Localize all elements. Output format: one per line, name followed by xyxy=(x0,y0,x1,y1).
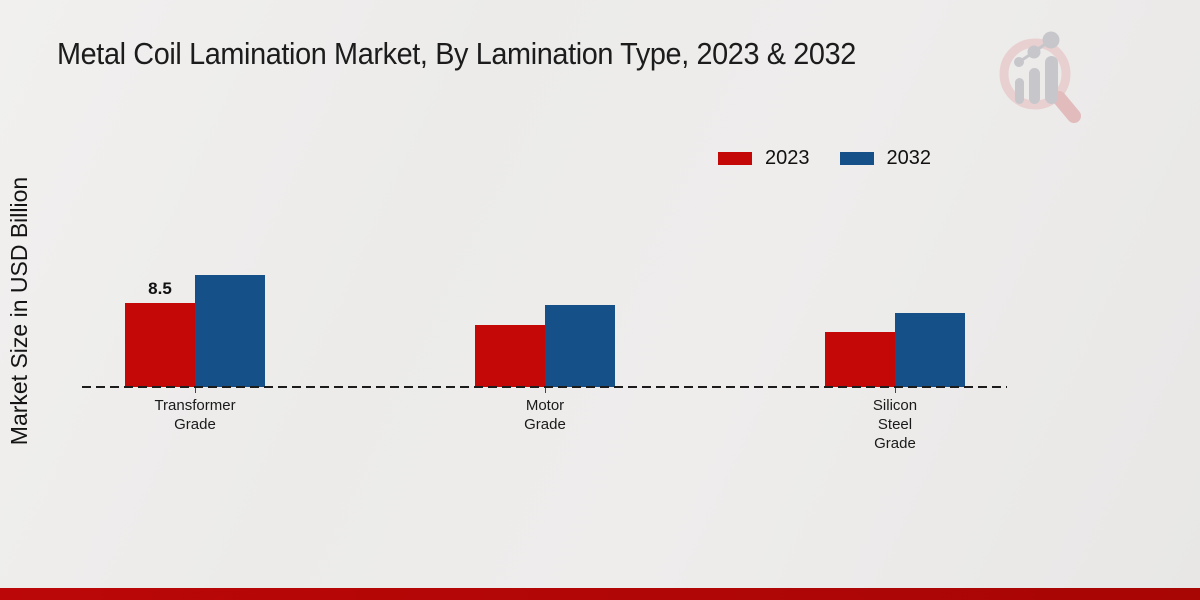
category-label: Transformer Grade xyxy=(154,397,236,433)
bar-2032-group2 xyxy=(895,313,965,387)
category-label: Motor Grade xyxy=(524,397,566,433)
logo-dot-small xyxy=(1014,57,1024,67)
logo-bar-medium xyxy=(1029,68,1040,104)
x-axis-tick xyxy=(895,388,896,393)
x-axis-tick xyxy=(545,388,546,393)
magnifier-handle xyxy=(1052,91,1081,123)
legend-swatch-2023 xyxy=(718,152,752,165)
legend: 2023 2032 xyxy=(718,147,931,170)
magnifier-ring xyxy=(999,38,1071,110)
logo-bar-small xyxy=(1015,78,1024,104)
legend-label: 2023 xyxy=(765,147,810,169)
legend-label: 2032 xyxy=(886,147,932,169)
logo-dot-large xyxy=(1042,31,1060,49)
chart-title: Metal Coil Lamination Market, By Laminat… xyxy=(57,36,856,71)
y-axis-label: Market Size in USD Billion xyxy=(6,176,32,446)
bar-2023-group1 xyxy=(475,325,545,387)
bar-2023-group0 xyxy=(125,303,195,387)
bar-2032-group0 xyxy=(195,275,265,387)
footer-accent-bar xyxy=(0,588,1200,600)
bar-2023-group2 xyxy=(825,332,895,387)
category-label: Silicon Steel Grade xyxy=(872,397,918,452)
legend-item-2032: 2032 xyxy=(839,147,932,170)
legend-swatch-2032 xyxy=(839,152,874,165)
data-label: 8.5 xyxy=(148,279,172,298)
magnifier-bar-chart-logo xyxy=(999,31,1081,123)
legend-item-2023: 2023 xyxy=(718,147,810,170)
x-axis-tick xyxy=(195,388,196,393)
bar-2032-group1 xyxy=(545,305,615,387)
logo-bar-large xyxy=(1045,56,1058,104)
x-axis-baseline xyxy=(82,386,1007,388)
logo-dot-medium xyxy=(1027,45,1041,59)
